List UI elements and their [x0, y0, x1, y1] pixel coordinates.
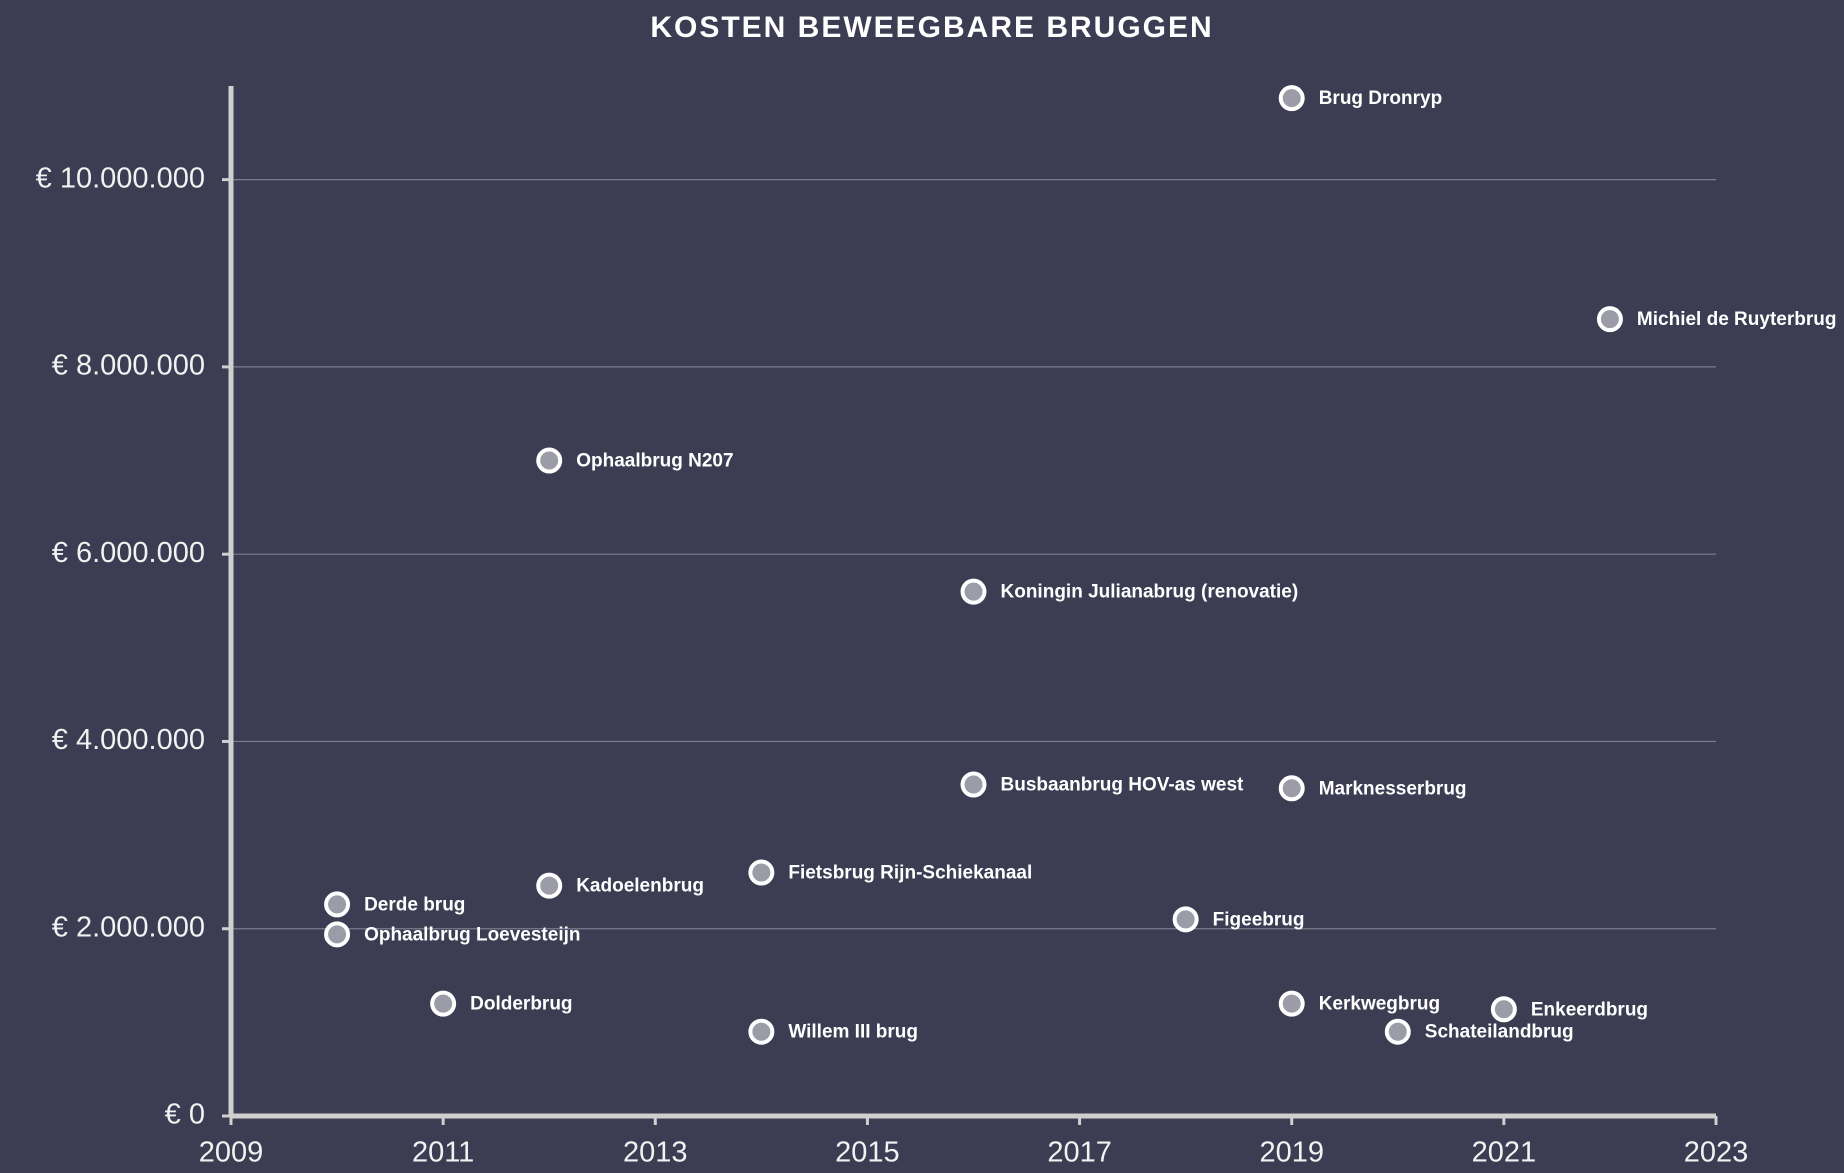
x-tick-label: 2021 — [1472, 1137, 1537, 1169]
point-label: Marknesserbrug — [1319, 778, 1467, 799]
x-tick-label: 2023 — [1684, 1137, 1749, 1169]
point-label: Schateilandbrug — [1425, 1022, 1574, 1043]
y-tick-label: € 2.000.000 — [52, 911, 205, 943]
point-label: Koningin Julianabrug (renovatie) — [1001, 582, 1299, 603]
x-tick-label: 2017 — [1047, 1137, 1112, 1169]
point-label: Kerkwegbrug — [1319, 994, 1440, 1015]
y-tick-label: € 10.000.000 — [36, 162, 205, 194]
x-tick-label: 2011 — [412, 1137, 474, 1169]
point — [1596, 306, 1623, 333]
point-label: Kadoelenbrug — [576, 876, 704, 897]
point-label: Willem III brug — [788, 1022, 918, 1043]
point-label: Fietsbrug Rijn-Schiekanaal — [788, 863, 1032, 884]
point — [1172, 906, 1199, 933]
y-tick-label: € 6.000.000 — [52, 537, 205, 569]
point-label: Dolderbrug — [470, 994, 572, 1015]
point — [324, 891, 351, 918]
point — [960, 771, 987, 798]
point-label: Michiel de Ruyterbrug — [1637, 309, 1837, 330]
point — [536, 872, 563, 899]
point-label: Brug Dronryp — [1319, 88, 1443, 109]
point — [960, 578, 987, 605]
point-label: Figeebrug — [1213, 909, 1305, 930]
point — [1278, 775, 1305, 802]
x-tick-label: 2015 — [835, 1137, 900, 1169]
y-tick-label: € 8.000.000 — [52, 350, 205, 382]
chart-title: KOSTEN BEWEEGBARE BRUGGEN — [650, 11, 1213, 44]
point-label: Derde brug — [364, 894, 465, 915]
point-label: Busbaanbrug HOV-as west — [1001, 775, 1245, 796]
point — [1384, 1018, 1411, 1045]
point — [748, 1018, 775, 1045]
point-label: Enkeerdbrug — [1531, 999, 1648, 1020]
point — [1278, 990, 1305, 1017]
point-label: Ophaalbrug Loevesteijn — [364, 924, 580, 945]
y-tick-label: € 4.000.000 — [52, 724, 205, 756]
point — [324, 921, 351, 948]
point — [1490, 996, 1517, 1023]
x-tick-label: 2013 — [623, 1137, 688, 1169]
x-tick-label: 2009 — [199, 1137, 264, 1169]
y-tick-label: € 0 — [165, 1099, 205, 1131]
point — [536, 447, 563, 474]
point — [748, 859, 775, 886]
point-label: Ophaalbrug N207 — [576, 451, 733, 472]
point — [430, 990, 457, 1017]
point — [1278, 85, 1305, 112]
x-tick-label: 2019 — [1259, 1137, 1324, 1169]
